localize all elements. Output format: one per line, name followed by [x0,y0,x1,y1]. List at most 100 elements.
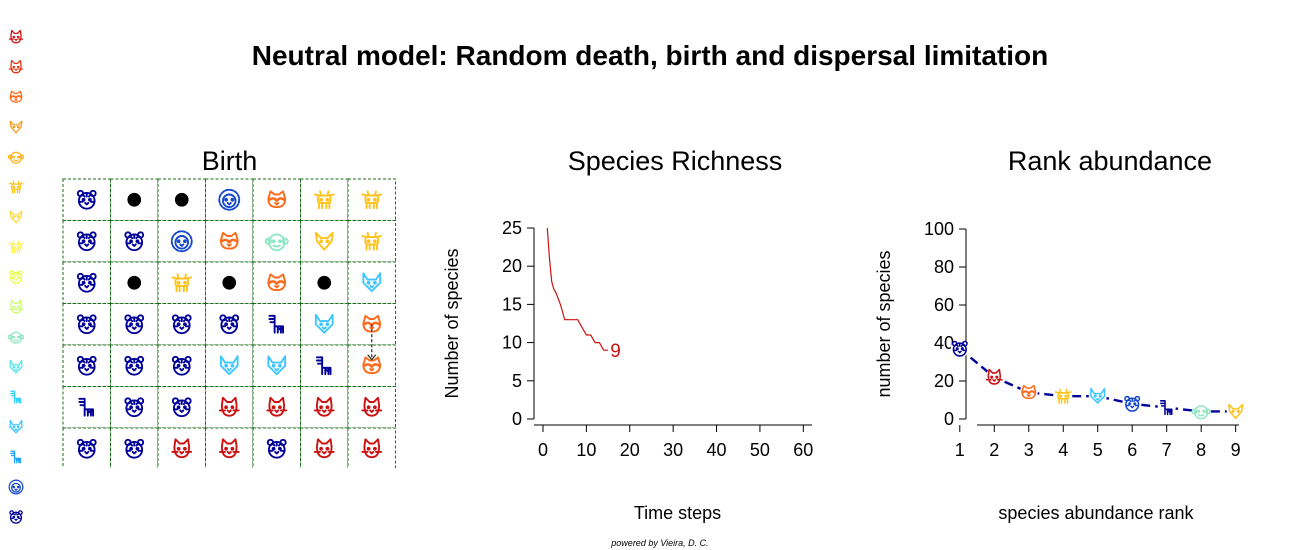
cow-icon [361,231,383,251]
monkey-icon [1191,405,1211,420]
credit-text: powered by Vieira, D. C. [611,538,709,548]
grid-cell [300,386,349,429]
tiger-icon [219,314,240,335]
species-richness-chart: 0 5 10 15 20 25 0 10 20 30 40 50 60 Time steps Number … [442,218,813,523]
fox-icon [314,231,334,251]
x-tick-label: 50 [750,440,770,460]
grid-cell [62,427,111,468]
x-tick-label: 7 [1162,440,1172,460]
legend-tiger-icon [9,510,23,524]
x-tick-label: 10 [576,440,596,460]
zebra-icon [1159,400,1173,416]
raccoon-icon [267,273,287,292]
y-axis-label: Number of species [442,248,462,398]
cat-icon [361,396,383,417]
rank-point-bg [1054,387,1073,406]
x-axis-label: Time steps [634,503,721,523]
tiger-icon [171,314,192,335]
x-tick-label: 3 [1024,440,1034,460]
wolf-icon [362,272,382,293]
grid-cell [205,303,254,346]
grid-cell [347,261,396,304]
grid-cell [62,178,111,221]
grid-cell [110,386,159,429]
x-tick-label: 60 [793,440,813,460]
legend-raccoon-icon [9,90,23,103]
grid-cell [347,427,396,468]
richness-series-line [546,227,609,351]
grid-cell [62,220,111,263]
grid-cell [110,220,159,263]
legend-zebra-icon [10,390,21,404]
grid-cell [62,303,111,346]
grid-cell [157,220,206,263]
grid-cell [205,427,254,468]
tiger-icon [171,355,192,376]
grid-cell [157,303,206,346]
zebra-icon [268,314,284,334]
grid-cell [157,386,206,429]
legend-cat-icon [8,59,24,74]
legend-cat-icon [8,299,24,314]
main-title: Neutral model: Random death, birth and d… [251,40,1049,71]
y-tick-label: 0 [944,409,954,429]
wolf-icon [1090,387,1106,404]
cat-icon [361,438,383,459]
tiger-icon [124,231,145,252]
lion-icon [170,230,193,253]
grid-cell [205,178,254,221]
x-tick-label: 1 [955,440,965,460]
tiger-icon [76,272,97,293]
x-tick-label: 0 [538,440,548,460]
grid-cell [157,261,206,304]
grid-cell [157,427,206,468]
richness-end-label: 9 [610,341,621,362]
legend-fox-icon [9,120,23,134]
x-tick-label: 30 [663,440,683,460]
y-tick-label: 25 [502,218,522,238]
x-tick-label: 2 [989,440,999,460]
y-tick-label: 100 [924,219,954,239]
y-tick-label: 40 [934,333,954,353]
zebra-icon [78,397,94,417]
fox-icon [1228,403,1244,419]
tiger-icon [171,397,192,418]
legend-cow-icon [8,180,24,194]
y-tick-label: 20 [502,256,522,276]
grid-cell [252,220,301,263]
y-axis-label: number of species [874,250,894,397]
zebra-icon [315,356,332,376]
grid-cell [300,178,349,221]
grid-cell [300,427,349,468]
lion-icon [218,188,241,211]
legend-monkey-icon [7,331,25,344]
dead-cell-dot [174,192,189,207]
cat-icon [313,438,335,459]
cow-icon [361,190,383,210]
legend-wolf-icon [9,359,23,374]
tiger-icon [76,189,97,210]
cat-icon [171,438,193,459]
tiger-icon [951,340,968,357]
dead-cell-dot [222,275,237,290]
tiger-icon [266,438,287,459]
grid-cell [62,344,111,387]
raccoon-icon [362,356,382,375]
monkey-icon [264,233,289,252]
legend-zebra-icon [10,450,21,464]
legend-monkey-icon [7,151,25,164]
grid-cell [252,386,301,429]
tiger-icon [76,438,97,459]
y-tick-label: 15 [502,294,522,314]
y-axis [527,227,535,420]
x-axis [959,424,1239,432]
raccoon-icon [267,190,287,209]
grid-cell [205,344,254,387]
grid-cell [252,427,301,468]
rank-abundance-chart: 0 20 40 60 80 100 1 2 3 4 5 6 7 8 9 species abundance r… [874,219,1245,523]
grid-cell [300,344,349,387]
cat-icon [218,438,240,459]
y-tick-label: 20 [934,371,954,391]
wolf-icon [314,313,334,334]
richness-chart-title: Species Richness [567,146,783,176]
